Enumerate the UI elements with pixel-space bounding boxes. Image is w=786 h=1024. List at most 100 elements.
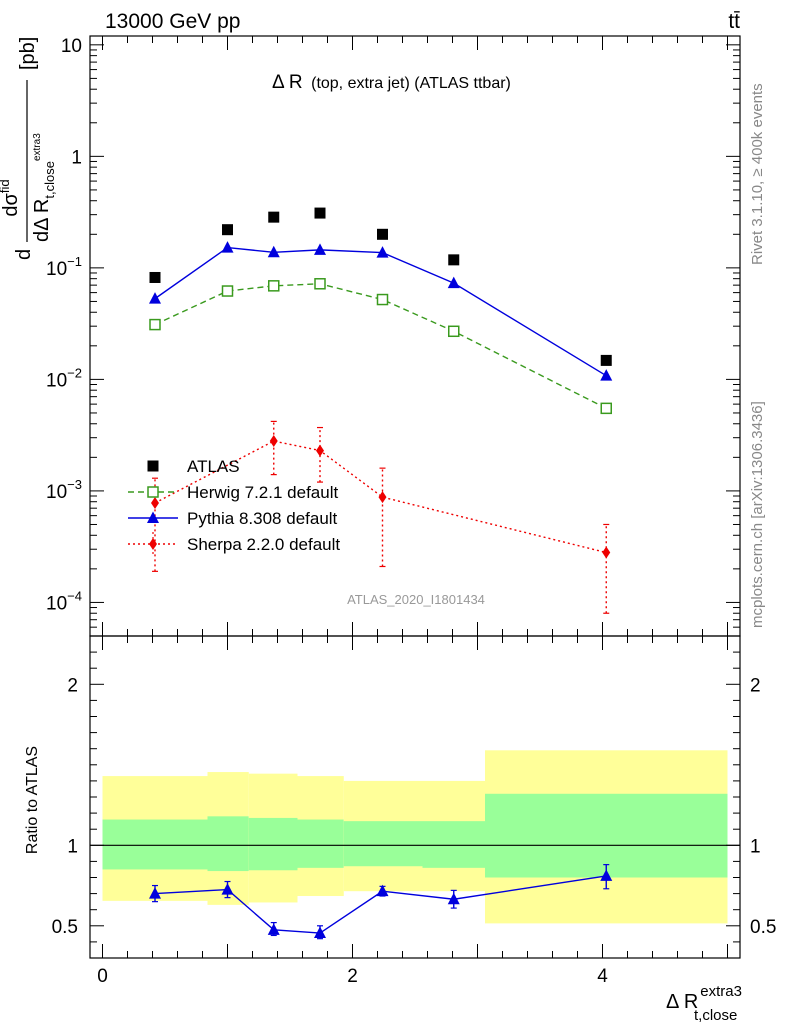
pythia-point-3 xyxy=(314,243,326,255)
legend-marker-pythia xyxy=(147,511,159,523)
svg-text:d: d xyxy=(13,249,35,260)
ratio-series-pythia xyxy=(149,864,613,940)
ratio-y-tick-left-0: 0.5 xyxy=(52,917,78,938)
pythia-point-4 xyxy=(376,246,389,258)
legend-entry-sherpa: Sherpa 2.2.0 default xyxy=(128,532,340,556)
ratio-y-label: Ratio to ATLAS xyxy=(24,746,41,854)
plot-title: Δ R (top, extra jet) (ATLAS ttbar) xyxy=(272,72,511,93)
atlas-point-5 xyxy=(448,254,460,266)
ratio-y-tick-right-2: 2 xyxy=(750,675,761,696)
atlas-point-0 xyxy=(149,271,161,283)
y-tick-label-0: 10 xyxy=(61,36,82,57)
ratio-pythia-point-6 xyxy=(600,869,613,881)
y-label-denominator: dΔ Rt,closeextra3 xyxy=(31,133,57,242)
sherpa-point-0 xyxy=(151,496,159,509)
legend-label-pythia: Pythia 8.308 default xyxy=(187,509,338,528)
x-label-sub: t,close xyxy=(694,1007,737,1024)
atlas-point-1 xyxy=(222,224,233,236)
y-label-denom-supsub: extra3 xyxy=(32,133,43,161)
y-tick-label-5: 10−4 xyxy=(46,588,82,614)
sherpa-point-1 xyxy=(269,435,278,448)
rivet-label: Rivet 3.1.10, ≥ 400k events xyxy=(749,83,766,265)
y-label-fid: fid xyxy=(0,179,12,193)
x-tick-label-0: 0 xyxy=(97,966,108,987)
ratio-pythia-point-1 xyxy=(221,883,234,895)
y-tick-label-4: 10−3 xyxy=(46,477,82,503)
sherpa-point-3 xyxy=(378,491,387,504)
main-y-ticks: 10 1 10−1 10−2 10−3 10−4 xyxy=(46,36,740,636)
atlas-point-4 xyxy=(377,228,388,240)
atlas-point-2 xyxy=(268,211,280,223)
herwig-point-4 xyxy=(376,293,389,306)
y-label-unit: [pb] xyxy=(17,37,39,70)
ratio-y-tick-left-2: 2 xyxy=(67,675,78,696)
process-label: tt̄ xyxy=(728,10,740,33)
y-tick-label-1: 1 xyxy=(71,147,82,168)
legend-marker-atlas xyxy=(147,460,159,472)
legend-label-atlas: ATLAS xyxy=(187,457,240,476)
x-label-main: Δ R xyxy=(666,991,698,1013)
y-label-dsigma: dσ xyxy=(0,192,22,216)
y-label-denom: dΔ R xyxy=(31,199,53,242)
plot-title-sub: (top, extra jet) (ATLAS ttbar) xyxy=(311,75,511,92)
band-inner-5 xyxy=(422,821,485,868)
mcplots-label: mcplots.cern.ch [arXiv:1306.3436] xyxy=(749,401,766,628)
series-sherpa xyxy=(151,420,611,614)
atlas-point-6 xyxy=(600,354,612,366)
energy-label: 13000 GeV pp xyxy=(105,10,240,33)
x-label-sup: extra3 xyxy=(700,983,742,1000)
series-herwig xyxy=(149,278,612,415)
herwig-point-0 xyxy=(149,318,161,331)
band-inner-2 xyxy=(248,817,298,871)
legend-label-herwig: Herwig 7.2.1 default xyxy=(187,483,338,502)
legend-entry-herwig: Herwig 7.2.1 default xyxy=(128,483,338,502)
y-axis-label: d dσfid dΔ Rt,closeextra3 [pb] xyxy=(0,37,57,260)
legend-marker-sherpa xyxy=(149,538,157,550)
y-label-denom-sub: t,close xyxy=(42,161,57,199)
x-tick-label-2: 4 xyxy=(597,966,608,987)
x-tick-label-1: 2 xyxy=(347,966,358,987)
atlas-point-3 xyxy=(314,207,326,219)
pythia-point-2 xyxy=(267,245,280,258)
watermark: ATLAS_2020_I1801434 xyxy=(347,592,485,607)
herwig-point-1 xyxy=(221,285,234,297)
ratio-y-tick-right-0: 0.5 xyxy=(750,917,776,938)
pythia-point-1 xyxy=(221,241,234,253)
ratio-pythia-point-5 xyxy=(447,892,460,905)
band-inner-4 xyxy=(343,821,423,867)
ratio-pythia-point-0 xyxy=(149,887,161,899)
herwig-point-2 xyxy=(268,280,280,292)
ratio-uncertainty-bands xyxy=(102,750,728,924)
sherpa-point-4 xyxy=(602,546,611,559)
ratio-pythia-point-3 xyxy=(314,926,326,939)
y-label-numerator: dσfid xyxy=(0,179,22,216)
herwig-point-6 xyxy=(600,402,612,415)
band-inner-1 xyxy=(207,816,249,872)
band-inner-6 xyxy=(485,793,728,878)
series-pythia xyxy=(149,241,613,381)
band-inner-3 xyxy=(297,819,344,868)
series-atlas xyxy=(149,207,612,366)
ratio-pythia-point-4 xyxy=(376,884,389,897)
legend: ATLAS Herwig 7.2.1 default Pythia 8.308 de… xyxy=(128,457,340,556)
pythia-line xyxy=(154,246,607,377)
pythia-point-6 xyxy=(600,369,613,381)
pythia-point-0 xyxy=(149,292,161,304)
ratio-y-tick-left-1: 1 xyxy=(67,836,78,857)
legend-marker-herwig xyxy=(147,486,159,498)
legend-entry-pythia: Pythia 8.308 default xyxy=(128,509,338,528)
pythia-point-5 xyxy=(447,276,460,289)
main-panel: 10 1 10−1 10−2 10−3 10−4 Δ R (top, extra jet)… xyxy=(0,35,741,637)
plot-title-main: Δ R xyxy=(272,72,303,93)
ratio-y-tick-right-1: 1 xyxy=(750,836,761,857)
y-label-d: d xyxy=(13,249,35,260)
y-tick-label-3: 10−2 xyxy=(46,365,82,391)
y-tick-label-2: 10−1 xyxy=(46,254,82,280)
herwig-point-5 xyxy=(448,325,460,338)
sherpa-point-2 xyxy=(316,444,324,457)
band-inner-0 xyxy=(102,819,208,870)
legend-entry-atlas: ATLAS xyxy=(147,457,240,476)
